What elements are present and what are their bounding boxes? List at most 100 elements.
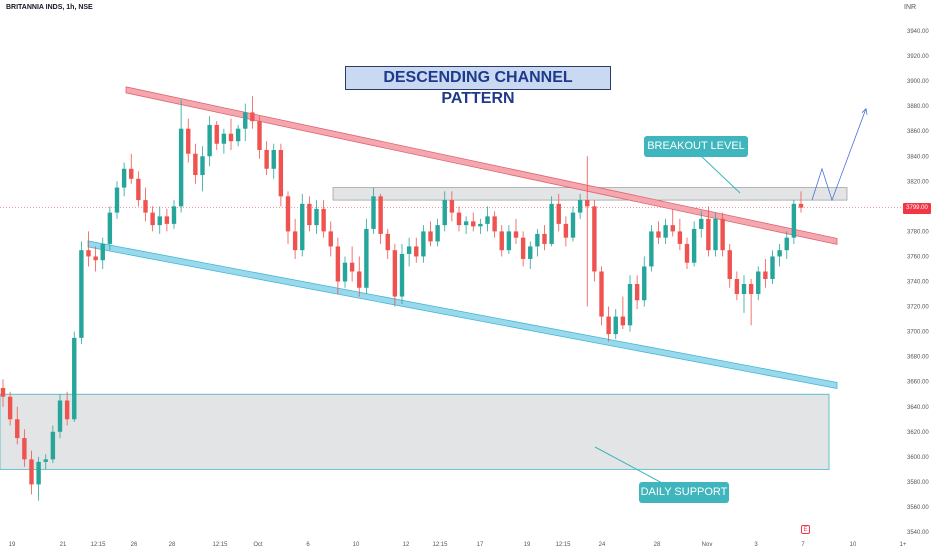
candle-body <box>599 271 604 317</box>
candle-body <box>264 149 269 169</box>
candle-body <box>706 218 711 251</box>
candle-body <box>791 203 797 238</box>
candle-body <box>506 231 512 251</box>
support-pointer <box>594 446 665 485</box>
projection-arrowhead <box>861 107 868 115</box>
y-tick-label: 3660.00 <box>907 380 929 386</box>
candle-body <box>164 216 170 224</box>
candle-body <box>720 218 725 251</box>
candle-body <box>22 438 27 460</box>
y-tick-label: 3860.00 <box>907 129 929 135</box>
candle-body <box>642 266 647 301</box>
candle-body <box>93 256 98 261</box>
candle-body <box>129 168 134 179</box>
candle-body <box>193 153 198 176</box>
y-tick-label: 3780.00 <box>907 229 929 235</box>
candle-body <box>214 124 219 144</box>
candle-body <box>271 149 276 169</box>
candle-body <box>328 231 333 247</box>
candle-body <box>7 396 13 420</box>
x-tick-label: 19 <box>9 542 16 548</box>
candle-body <box>713 218 718 251</box>
y-tick-label: 3560.00 <box>907 505 929 511</box>
y-tick-label: 3680.00 <box>907 355 929 361</box>
x-tick-label: 28 <box>169 542 176 548</box>
candle-body <box>243 112 248 129</box>
candle-body <box>485 216 490 224</box>
x-tick-label: 10 <box>850 542 857 548</box>
candle-body <box>428 231 433 242</box>
candle-body <box>143 200 148 213</box>
x-tick-label: 24 <box>599 542 606 548</box>
y-tick-label: 3640.00 <box>907 405 929 411</box>
candle-body <box>335 246 341 282</box>
candle-body <box>57 400 63 432</box>
candle-body <box>670 225 675 232</box>
projection-path <box>811 108 867 202</box>
y-tick-label: 3920.00 <box>907 54 929 60</box>
x-tick-label: 12:15 <box>212 542 228 548</box>
candle-body <box>15 419 20 439</box>
candle-body <box>64 400 70 420</box>
candle-body <box>513 231 519 238</box>
upper-channel-line <box>125 86 838 245</box>
y-tick-label: 3620.00 <box>907 430 929 436</box>
candle-body <box>364 228 369 288</box>
candle-body <box>228 133 234 142</box>
y-tick-label: 3900.00 <box>907 79 929 85</box>
y-tick-label: 3720.00 <box>907 305 929 311</box>
candle-body <box>613 316 618 335</box>
candle-body <box>627 284 633 326</box>
candle-body <box>136 178 141 201</box>
candle-body <box>321 208 326 232</box>
candle-body <box>634 284 640 301</box>
candle-body <box>556 203 561 224</box>
candle-body <box>200 156 205 176</box>
candle-body <box>620 316 626 326</box>
candle-body <box>107 212 113 244</box>
candle-body <box>399 253 405 297</box>
candle-body <box>285 196 291 232</box>
breakout-level-callout: BREAKOUT LEVEL <box>644 136 748 157</box>
candle-body <box>699 218 704 229</box>
y-tick-label: 3820.00 <box>907 179 929 185</box>
x-tick-label: 3 <box>754 542 758 548</box>
x-tick-label: 12 <box>403 542 410 548</box>
candle-body <box>342 262 348 282</box>
candle-body <box>421 231 426 257</box>
candle-body <box>471 221 476 227</box>
candle-body <box>577 200 583 213</box>
candle-body <box>221 133 227 144</box>
candle-body <box>734 278 740 295</box>
earnings-badge[interactable]: E <box>801 525 810 534</box>
candle-body <box>406 246 412 254</box>
x-tick-label: 10 <box>353 542 360 548</box>
candle-body <box>300 203 305 251</box>
candle-body <box>606 316 611 335</box>
y-tick-label: 3540.00 <box>907 530 929 536</box>
candle-body <box>357 271 362 288</box>
candle-body <box>798 203 804 208</box>
candle-body <box>520 237 526 259</box>
candle-body <box>592 206 597 272</box>
candle-body <box>171 206 177 224</box>
chart-title: DESCENDING CHANNEL PATTERN <box>345 66 611 107</box>
candle-body <box>378 196 383 234</box>
daily-support-zone <box>0 393 830 470</box>
candle-body <box>307 203 312 226</box>
candle-body <box>727 250 732 279</box>
candle-body <box>528 246 533 259</box>
y-tick-label: 3740.00 <box>907 280 929 286</box>
x-tick-label: 17 <box>477 542 484 548</box>
symbol-header: BRITANNIA INDS, 1h, NSE <box>6 4 93 11</box>
candle-body <box>499 231 504 251</box>
candle-body <box>777 250 782 257</box>
candle-body <box>748 284 754 295</box>
candle-body <box>684 243 690 263</box>
candle-body <box>549 203 554 244</box>
breakout-pointer <box>699 154 741 194</box>
x-tick-label: 19 <box>524 542 531 548</box>
candle-body <box>677 231 683 244</box>
